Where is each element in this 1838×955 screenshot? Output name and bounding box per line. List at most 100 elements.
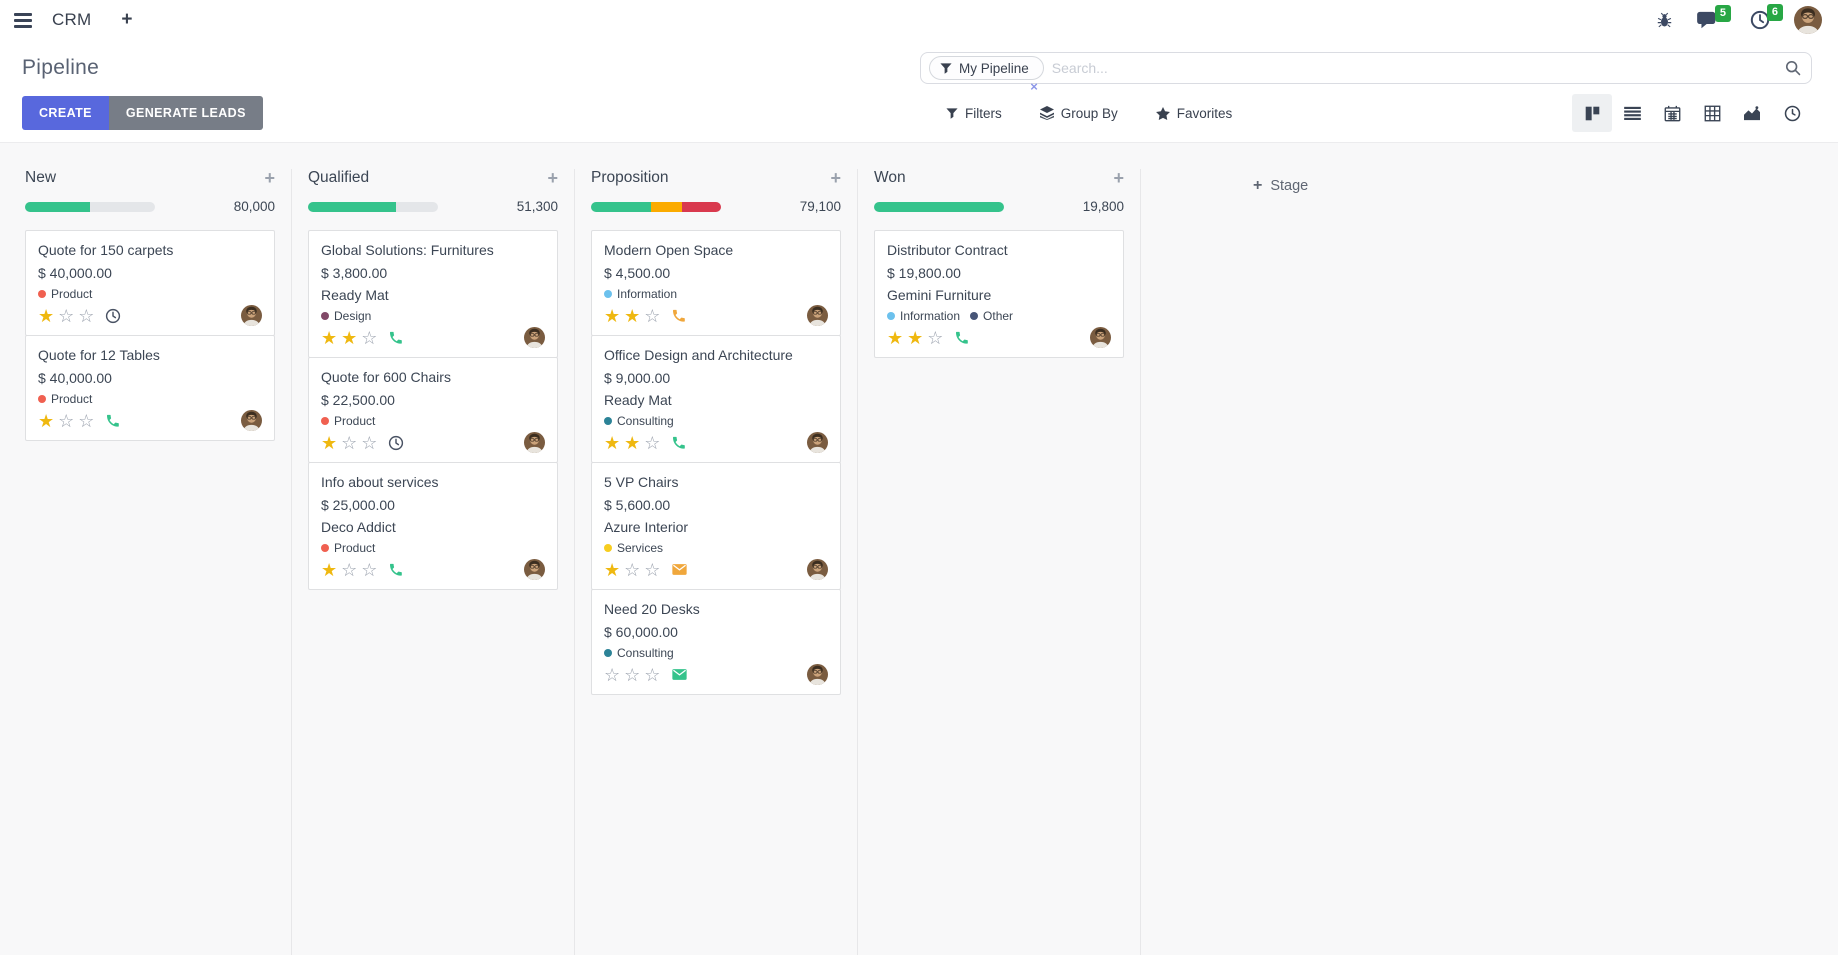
pivot-view-icon[interactable] [1692, 94, 1732, 132]
search-input[interactable] [1043, 60, 1785, 76]
graph-view-icon[interactable] [1732, 94, 1772, 132]
priority-star-icon[interactable]: ☆ [927, 327, 944, 348]
priority-star-icon[interactable]: ☆ [624, 559, 641, 580]
opportunity-card[interactable]: Office Design and Architecture $ 9,000.0… [591, 335, 841, 463]
facet-remove-icon[interactable]: × [1030, 79, 1038, 94]
progress-segment-red[interactable] [681, 201, 721, 212]
priority-star-icon[interactable]: ☆ [361, 327, 378, 348]
progress-segment-green[interactable] [25, 201, 90, 212]
stage-progressbar[interactable] [308, 201, 438, 212]
opportunity-card[interactable]: Quote for 150 carpets $ 40,000.00 Produc… [25, 230, 275, 336]
page-title: Pipeline [22, 56, 100, 79]
priority-star-icon[interactable]: ★ [604, 305, 621, 326]
priority-star-icon[interactable]: ★ [341, 327, 358, 348]
calendar-view-icon[interactable] [1652, 94, 1692, 132]
stage-progressbar[interactable] [591, 201, 721, 212]
kanban-view-icon[interactable] [1572, 94, 1612, 132]
activity-phone-icon[interactable] [388, 330, 404, 346]
search-icon[interactable] [1785, 60, 1801, 76]
tag-color-dot [321, 544, 329, 552]
card-amount: $ 40,000.00 [38, 265, 112, 281]
card-partner: Deco Addict [321, 519, 396, 535]
debug-bug-icon[interactable] [1656, 12, 1673, 29]
opportunity-card[interactable]: Quote for 600 Chairs $ 22,500.00 Product… [308, 357, 558, 463]
priority-star-icon[interactable]: ★ [321, 559, 338, 580]
favorites-menu[interactable]: Favorites [1155, 106, 1232, 121]
priority-star-icon[interactable]: ☆ [644, 664, 661, 685]
activity-view-icon[interactable] [1772, 94, 1812, 132]
priority-star-icon[interactable]: ☆ [644, 432, 661, 453]
opportunity-card[interactable]: 5 VP Chairs $ 5,600.00 Azure Interior Se… [591, 462, 841, 590]
priority-star-icon[interactable]: ☆ [604, 664, 621, 685]
priority-star-icon[interactable]: ★ [38, 410, 55, 431]
stage-progressbar[interactable] [874, 201, 1004, 212]
opportunity-card[interactable]: Quote for 12 Tables $ 40,000.00 Product … [25, 335, 275, 441]
priority-star-icon[interactable]: ★ [624, 305, 641, 326]
priority-star-icon[interactable]: ☆ [58, 410, 75, 431]
activity-phone-icon[interactable] [954, 330, 970, 346]
control-panel: Pipeline My Pipeline × CREATE GENERATE L… [0, 40, 1838, 142]
opportunity-card[interactable]: Modern Open Space $ 4,500.00 Information… [591, 230, 841, 336]
progress-segment-green[interactable] [308, 201, 397, 212]
priority-star-icon[interactable]: ☆ [78, 410, 95, 431]
quick-create-plus-icon[interactable]: + [1113, 168, 1124, 188]
activity-clock-icon[interactable] [105, 308, 121, 324]
priority-star-icon[interactable]: ★ [604, 432, 621, 453]
activity-phone-icon[interactable] [671, 435, 687, 451]
activity-phone-icon[interactable] [671, 308, 687, 324]
priority-star-icon[interactable]: ★ [887, 327, 904, 348]
priority-star-icon[interactable]: ☆ [644, 559, 661, 580]
priority-star-icon[interactable]: ☆ [78, 305, 95, 326]
messages-icon[interactable]: 5 [1697, 4, 1731, 30]
priority-star-icon[interactable]: ☆ [58, 305, 75, 326]
quick-create-plus-icon[interactable]: + [830, 168, 841, 188]
list-view-icon[interactable] [1612, 94, 1652, 132]
activity-phone-icon[interactable] [105, 413, 121, 429]
quick-create-plus-icon[interactable]: + [547, 168, 558, 188]
priority-star-icon[interactable]: ☆ [644, 305, 661, 326]
opportunity-card[interactable]: Distributor Contract $ 19,800.00 Gemini … [874, 230, 1124, 358]
opportunity-card[interactable]: Global Solutions: Furnitures $ 3,800.00 … [308, 230, 558, 358]
priority-star-icon[interactable]: ★ [321, 432, 338, 453]
priority-star-icon[interactable]: ☆ [361, 559, 378, 580]
add-stage-button[interactable]: + Stage [1253, 175, 1308, 197]
card-tag: Services [604, 541, 663, 555]
card-tags: Product [38, 392, 262, 406]
quick-create-plus-icon[interactable]: + [264, 168, 275, 188]
group-by-menu[interactable]: Group By [1039, 105, 1118, 121]
progress-segment-green[interactable] [591, 201, 651, 212]
priority-star-icon[interactable]: ★ [604, 559, 621, 580]
tag-color-dot [321, 312, 329, 320]
activity-mail-icon[interactable] [671, 562, 688, 577]
stage-progressbar[interactable] [25, 201, 155, 212]
app-name[interactable]: CRM [52, 10, 92, 29]
priority-star-icon[interactable]: ☆ [624, 664, 641, 685]
create-button[interactable]: CREATE [22, 96, 109, 130]
group-by-label: Group By [1060, 105, 1118, 121]
card-tags: Consulting [604, 646, 828, 660]
opportunity-card[interactable]: Need 20 Desks $ 60,000.00 Consulting ☆ ☆ ☆ [591, 589, 841, 695]
priority-star-icon[interactable]: ★ [907, 327, 924, 348]
priority-star-icon[interactable]: ☆ [341, 559, 358, 580]
new-tab-plus-icon[interactable]: + [121, 9, 133, 30]
filters-menu[interactable]: Filters [946, 106, 1002, 121]
progress-segment-yellow[interactable] [650, 201, 682, 212]
filter-funnel-icon [946, 107, 958, 119]
activity-phone-icon[interactable] [388, 562, 404, 578]
priority-star-icon[interactable]: ★ [321, 327, 338, 348]
card-amount: $ 5,600.00 [604, 497, 671, 513]
apps-menu-icon[interactable] [10, 9, 36, 32]
progress-segment-green[interactable] [874, 201, 1004, 212]
activities-clock-icon[interactable]: 6 [1750, 4, 1783, 30]
user-avatar[interactable] [1794, 6, 1822, 34]
priority-star-icon[interactable]: ☆ [361, 432, 378, 453]
activity-clock-icon[interactable] [388, 435, 404, 451]
activity-mail-icon[interactable] [671, 667, 688, 682]
priority-star-icon[interactable]: ★ [624, 432, 641, 453]
priority-star-icon[interactable]: ☆ [341, 432, 358, 453]
opportunity-card[interactable]: Info about services $ 25,000.00 Deco Add… [308, 462, 558, 590]
search-bar[interactable]: My Pipeline × [920, 52, 1812, 93]
search-facet-my-pipeline[interactable]: My Pipeline [929, 56, 1044, 80]
generate-leads-button[interactable]: GENERATE LEADS [108, 96, 263, 130]
priority-star-icon[interactable]: ★ [38, 305, 55, 326]
